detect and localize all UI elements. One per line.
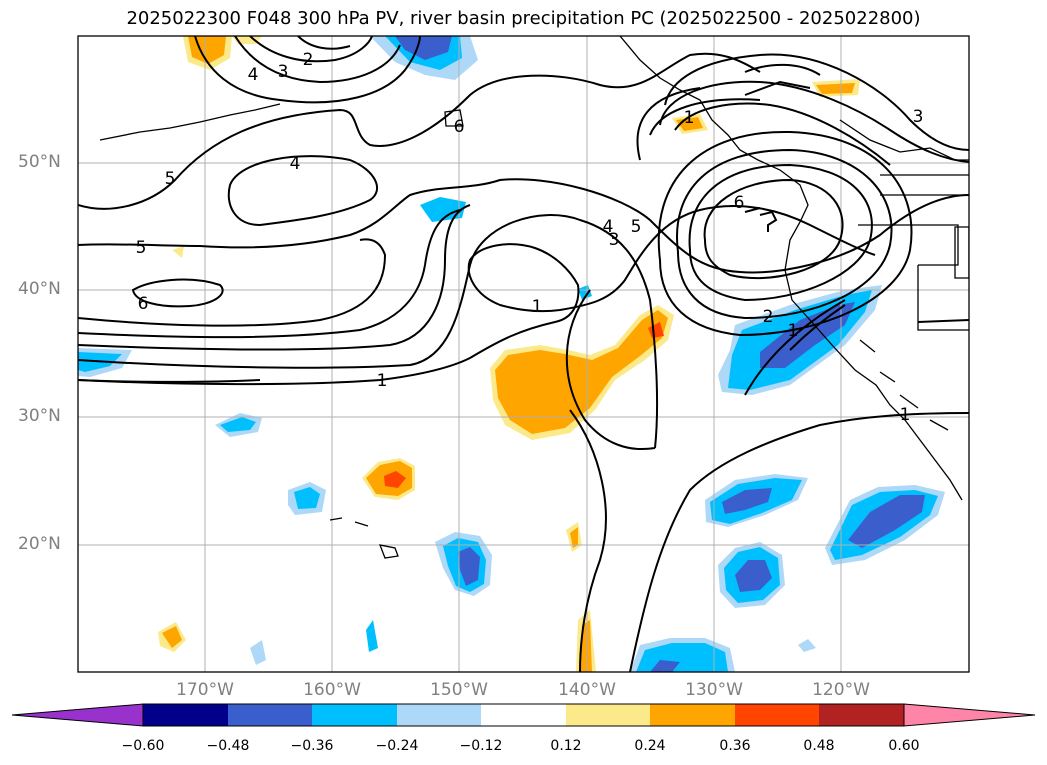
contour-label: 6: [734, 193, 745, 213]
contour-label: 5: [136, 238, 147, 258]
pv-contours: [78, 36, 969, 672]
colorbar-tick-label: −0.12: [459, 738, 503, 754]
contour-label: 1: [532, 297, 543, 317]
colorbar-tick-label: −0.48: [206, 738, 250, 754]
contour-label: 4: [290, 154, 301, 174]
colorbar-tick-label: −0.36: [290, 738, 334, 754]
colorbar-tick-label: 0.12: [550, 738, 582, 754]
colorbar-segment: [397, 704, 481, 726]
contour-label: 1: [900, 405, 911, 425]
contour-label: 5: [165, 169, 176, 189]
lon-label-130w: 130°W: [685, 680, 743, 700]
contour-label: 3: [278, 62, 289, 82]
colorbar-segment: [650, 704, 735, 726]
lat-label-30n: 30°N: [18, 406, 61, 426]
contour-labels: 2 4 3 6 4 5 5 6 4 5 3 6 3 1 2 1 1 1 1: [136, 50, 924, 425]
map-title: 2025022300 F048 300 hPa PV, river basin …: [126, 8, 921, 29]
lon-label-170w: 170°W: [176, 680, 234, 700]
colorbar-tick-label: −0.60: [121, 738, 165, 754]
colorbar-segment: [566, 704, 650, 726]
colorbar-tick-label: 0.24: [634, 738, 666, 754]
precip-shading: [78, 36, 945, 672]
colorbar-segment: [819, 704, 904, 726]
contour-label: 4: [603, 217, 614, 237]
lon-label-150w: 150°W: [430, 680, 488, 700]
contour-label: 4: [248, 65, 259, 85]
lon-label-160w: 160°W: [303, 680, 361, 700]
lat-label-20n: 20°N: [18, 534, 61, 554]
contour-label: 1: [377, 371, 388, 391]
positive-precip-patches: [158, 36, 860, 672]
lon-label-140w: 140°W: [558, 680, 616, 700]
colorbar-segment: [143, 704, 228, 726]
colorbar-max-extend: [903, 703, 1036, 727]
colorbar-tick-label: −0.24: [375, 738, 419, 754]
contour-label: 5: [631, 217, 642, 237]
colorbar-segment: [312, 704, 397, 726]
contour-label: 3: [609, 230, 620, 250]
colorbar-segment: [735, 704, 819, 726]
contour-label: 2: [763, 307, 774, 327]
lat-label-50n: 50°N: [18, 152, 61, 172]
contour-label: 1: [788, 321, 799, 341]
contour-label: 6: [138, 294, 149, 314]
colorbar-segment: [228, 704, 312, 726]
contour-label: 3: [913, 107, 924, 127]
lon-label-120w: 120°W: [812, 680, 870, 700]
colorbar-tick-label: 0.48: [803, 738, 835, 754]
contour-label: 2: [303, 50, 314, 70]
colorbar-tick-label: 0.60: [888, 738, 920, 754]
colorbar-min-extend: [11, 703, 144, 727]
colorbar-segment: [481, 704, 566, 726]
contour-label: 6: [454, 117, 465, 137]
colorbar: [11, 703, 1036, 727]
colorbar-tick-label: 0.36: [719, 738, 751, 754]
map-frame: [77, 35, 970, 673]
contour-label: 1: [684, 108, 695, 128]
lat-label-40n: 40°N: [18, 279, 61, 299]
